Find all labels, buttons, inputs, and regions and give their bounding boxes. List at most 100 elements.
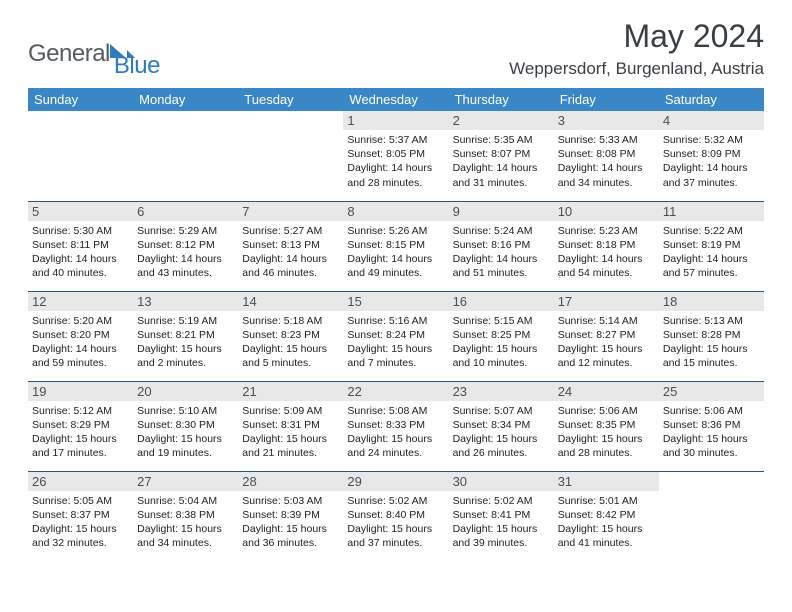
day-number: 5 bbox=[28, 202, 133, 221]
sunset-line: Sunset: 8:18 PM bbox=[558, 238, 655, 252]
calendar-day: 13Sunrise: 5:19 AMSunset: 8:21 PMDayligh… bbox=[133, 291, 238, 381]
daylight-label: Daylight: bbox=[347, 253, 388, 265]
sunset-line: Sunset: 8:08 PM bbox=[558, 147, 655, 161]
calendar-body: 1Sunrise: 5:37 AMSunset: 8:05 PMDaylight… bbox=[28, 111, 764, 561]
daylight-line: Daylight: 14 hours and 37 minutes. bbox=[663, 161, 760, 189]
sunrise-value: 5:20 AM bbox=[73, 315, 112, 327]
calendar-day: 17Sunrise: 5:14 AMSunset: 8:27 PMDayligh… bbox=[554, 291, 659, 381]
daylight-line: Daylight: 14 hours and 31 minutes. bbox=[453, 161, 550, 189]
day-number: 15 bbox=[343, 292, 448, 311]
daylight-label: Daylight: bbox=[32, 253, 73, 265]
day-header: Friday bbox=[554, 88, 659, 111]
sunset-label: Sunset: bbox=[558, 329, 594, 341]
day-details: Sunrise: 5:10 AMSunset: 8:30 PMDaylight:… bbox=[137, 404, 234, 461]
daylight-line: Daylight: 15 hours and 19 minutes. bbox=[137, 432, 234, 460]
sunrise-line: Sunrise: 5:15 AM bbox=[453, 314, 550, 328]
sunrise-value: 5:32 AM bbox=[704, 134, 743, 146]
calendar-day: 29Sunrise: 5:02 AMSunset: 8:40 PMDayligh… bbox=[343, 471, 448, 561]
day-header-row: SundayMondayTuesdayWednesdayThursdayFrid… bbox=[28, 88, 764, 111]
calendar-day: 22Sunrise: 5:08 AMSunset: 8:33 PMDayligh… bbox=[343, 381, 448, 471]
sunset-line: Sunset: 8:42 PM bbox=[558, 508, 655, 522]
day-number: 30 bbox=[449, 472, 554, 491]
sunset-line: Sunset: 8:21 PM bbox=[137, 328, 234, 342]
day-details: Sunrise: 5:05 AMSunset: 8:37 PMDaylight:… bbox=[32, 494, 129, 551]
sunrise-value: 5:02 AM bbox=[494, 495, 533, 507]
daylight-line: Daylight: 15 hours and 10 minutes. bbox=[453, 342, 550, 370]
day-details: Sunrise: 5:24 AMSunset: 8:16 PMDaylight:… bbox=[453, 224, 550, 281]
sunset-value: 8:31 PM bbox=[281, 419, 320, 431]
day-details: Sunrise: 5:35 AMSunset: 8:07 PMDaylight:… bbox=[453, 133, 550, 190]
sunset-value: 8:29 PM bbox=[71, 419, 110, 431]
day-number: 4 bbox=[659, 111, 764, 130]
day-details: Sunrise: 5:12 AMSunset: 8:29 PMDaylight:… bbox=[32, 404, 129, 461]
calendar-day bbox=[28, 111, 133, 201]
sunset-label: Sunset: bbox=[32, 329, 68, 341]
calendar-week: 26 Sunrise: 5:05 AMSunset: 8:37 PMDayligh… bbox=[28, 471, 764, 561]
day-header: Wednesday bbox=[343, 88, 448, 111]
sunrise-label: Sunrise: bbox=[558, 225, 597, 237]
sunrise-line: Sunrise: 5:09 AM bbox=[242, 404, 339, 418]
day-number: 12 bbox=[28, 292, 133, 311]
sunrise-label: Sunrise: bbox=[242, 315, 281, 327]
day-details: Sunrise: 5:19 AMSunset: 8:21 PMDaylight:… bbox=[137, 314, 234, 371]
sunset-value: 8:15 PM bbox=[386, 239, 425, 251]
daylight-line: Daylight: 14 hours and 46 minutes. bbox=[242, 252, 339, 280]
sunrise-label: Sunrise: bbox=[558, 134, 597, 146]
calendar-day: 28Sunrise: 5:03 AMSunset: 8:39 PMDayligh… bbox=[238, 471, 343, 561]
sunset-line: Sunset: 8:34 PM bbox=[453, 418, 550, 432]
sunrise-line: Sunrise: 5:26 AM bbox=[347, 224, 444, 238]
sunset-line: Sunset: 8:15 PM bbox=[347, 238, 444, 252]
calendar-day: 30Sunrise: 5:02 AMSunset: 8:41 PMDayligh… bbox=[449, 471, 554, 561]
sunrise-label: Sunrise: bbox=[32, 405, 71, 417]
sunrise-line: Sunrise: 5:02 AM bbox=[453, 494, 550, 508]
logo-text-general: General bbox=[28, 40, 110, 68]
sunrise-value: 5:23 AM bbox=[599, 225, 638, 237]
day-number: 9 bbox=[449, 202, 554, 221]
sunrise-line: Sunrise: 5:16 AM bbox=[347, 314, 444, 328]
sunrise-value: 5:37 AM bbox=[389, 134, 428, 146]
sunset-line: Sunset: 8:16 PM bbox=[453, 238, 550, 252]
sunrise-label: Sunrise: bbox=[347, 134, 386, 146]
sunrise-line: Sunrise: 5:30 AM bbox=[32, 224, 129, 238]
sunset-label: Sunset: bbox=[347, 509, 383, 521]
sunset-line: Sunset: 8:07 PM bbox=[453, 147, 550, 161]
sunset-line: Sunset: 8:29 PM bbox=[32, 418, 129, 432]
title-block: May 2024 Weppersdorf, Burgenland, Austri… bbox=[509, 18, 764, 79]
sunrise-label: Sunrise: bbox=[347, 315, 386, 327]
sunrise-line: Sunrise: 5:20 AM bbox=[32, 314, 129, 328]
sunrise-label: Sunrise: bbox=[347, 495, 386, 507]
daylight-line: Daylight: 15 hours and 28 minutes. bbox=[558, 432, 655, 460]
sunset-label: Sunset: bbox=[453, 148, 489, 160]
daylight-label: Daylight: bbox=[558, 343, 599, 355]
calendar-day bbox=[659, 471, 764, 561]
sunrise-line: Sunrise: 5:32 AM bbox=[663, 133, 760, 147]
daylight-label: Daylight: bbox=[32, 523, 73, 535]
sunset-value: 8:40 PM bbox=[386, 509, 425, 521]
daylight-line: Daylight: 15 hours and 37 minutes. bbox=[347, 522, 444, 550]
calendar-week: 19Sunrise: 5:12 AMSunset: 8:29 PMDayligh… bbox=[28, 381, 764, 471]
calendar-day: 7Sunrise: 5:27 AMSunset: 8:13 PMDaylight… bbox=[238, 201, 343, 291]
page-title: May 2024 bbox=[509, 18, 764, 55]
sunrise-label: Sunrise: bbox=[137, 405, 176, 417]
sunset-value: 8:21 PM bbox=[176, 329, 215, 341]
sunrise-value: 5:02 AM bbox=[389, 495, 428, 507]
daylight-label: Daylight: bbox=[347, 162, 388, 174]
daylight-line: Daylight: 15 hours and 12 minutes. bbox=[558, 342, 655, 370]
sunset-label: Sunset: bbox=[137, 329, 173, 341]
day-header: Tuesday bbox=[238, 88, 343, 111]
daylight-line: Daylight: 15 hours and 39 minutes. bbox=[453, 522, 550, 550]
sunrise-line: Sunrise: 5:12 AM bbox=[32, 404, 129, 418]
sunrise-label: Sunrise: bbox=[663, 405, 702, 417]
calendar-day: 11Sunrise: 5:22 AMSunset: 8:19 PMDayligh… bbox=[659, 201, 764, 291]
daylight-label: Daylight: bbox=[137, 523, 178, 535]
sunset-label: Sunset: bbox=[242, 509, 278, 521]
sunset-line: Sunset: 8:23 PM bbox=[242, 328, 339, 342]
day-number: 26 bbox=[28, 472, 133, 491]
sunset-value: 8:39 PM bbox=[281, 509, 320, 521]
sunrise-value: 5:10 AM bbox=[179, 405, 218, 417]
sunset-line: Sunset: 8:38 PM bbox=[137, 508, 234, 522]
sunrise-value: 5:13 AM bbox=[704, 315, 743, 327]
sunrise-line: Sunrise: 5:33 AM bbox=[558, 133, 655, 147]
sunrise-value: 5:27 AM bbox=[284, 225, 323, 237]
day-details: Sunrise: 5:15 AMSunset: 8:25 PMDaylight:… bbox=[453, 314, 550, 371]
